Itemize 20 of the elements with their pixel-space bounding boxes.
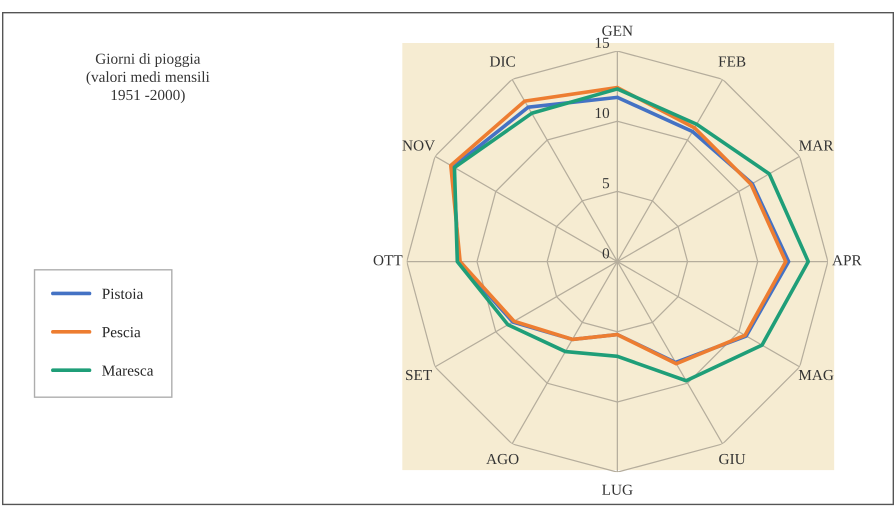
spoke-label: LUG: [602, 484, 633, 495]
spoke-label: AGO: [486, 454, 519, 464]
y-tick-label: 0: [602, 248, 610, 258]
y-tick-label: 15: [596, 38, 610, 48]
spoke-label: MAR: [799, 140, 834, 151]
spoke-label: GEN: [602, 26, 633, 36]
spoke-label: DIC: [490, 56, 515, 67]
y-tick-label: 5: [602, 178, 610, 188]
legend-label: Maresca: [102, 366, 154, 376]
text: Giorni di pioggia (valori medi mensili 1951 -2000): [86, 53, 210, 104]
spoke-label: FEB: [718, 56, 746, 67]
y-tick-label: 10: [596, 108, 610, 118]
spoke-label: OTT: [374, 255, 402, 266]
spoke-label: NOV: [402, 140, 435, 151]
spoke-label: APR: [832, 255, 862, 266]
spoke-label: SET: [406, 370, 432, 380]
legend-label: Pistoia: [102, 288, 144, 299]
legend-label: Pescia: [102, 327, 141, 338]
spoke-label: GIU: [719, 454, 746, 464]
spoke-label: MAG: [798, 370, 834, 380]
